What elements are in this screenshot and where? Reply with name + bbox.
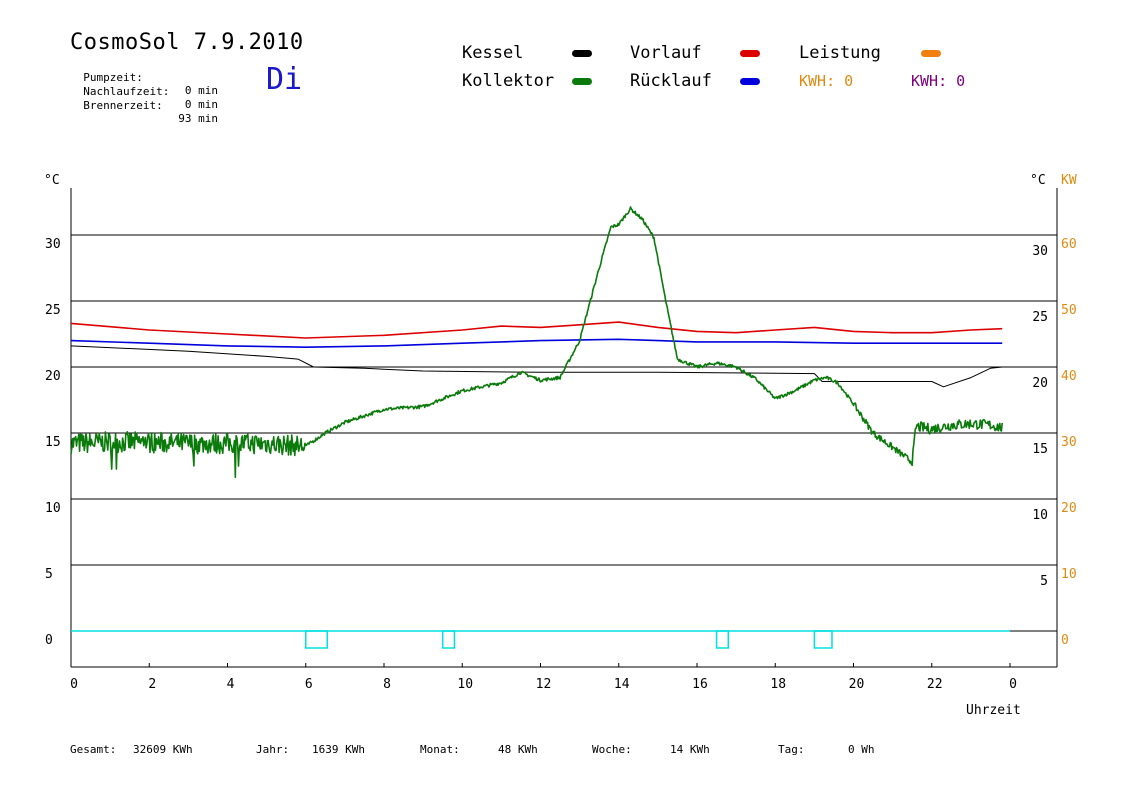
tag-value: 0 Wh <box>848 743 875 756</box>
pumpzeit-label: Pumpzeit: <box>83 71 143 84</box>
kw-tick-20: 20 <box>1061 501 1077 516</box>
nachlaufzeit-label: Nachlaufzeit: <box>83 85 170 98</box>
y-tick-left-30: 30 <box>45 237 61 252</box>
right-axis-unit: °C <box>1030 173 1046 188</box>
gesamt-label: Gesamt: <box>70 743 117 756</box>
y-tick-right-5: 5 <box>1040 574 1048 589</box>
kw-tick-50: 50 <box>1061 303 1077 318</box>
legend-vorlauf-label: Vorlauf <box>630 43 702 63</box>
legend-kollektor-swatch <box>572 78 592 85</box>
x-tick-label-8: 16 <box>692 677 708 692</box>
y-tick-right-25: 25 <box>1032 310 1048 325</box>
legend-ruecklauf-label: Rücklauf <box>630 71 712 91</box>
pumpzeit-row: Pumpzeit: 0 min <box>70 58 218 97</box>
jahr-label: Jahr: <box>256 743 290 756</box>
nachlaufzeit-row: Nachlaufzeit: 0 min <box>70 72 218 111</box>
monat-value: 48 KWh <box>498 743 538 756</box>
legend-kessel-label: Kessel <box>462 43 524 63</box>
kw-tick-0: 0 <box>1061 633 1069 648</box>
kw-tick-10: 10 <box>1061 567 1077 582</box>
x-tick-label-5: 10 <box>457 677 473 692</box>
y-tick-left-5: 5 <box>45 567 53 582</box>
y-tick-left-15: 15 <box>45 435 61 450</box>
x-tick-label-6: 12 <box>536 677 552 692</box>
kw-axis-unit: KW <box>1061 173 1077 188</box>
y-tick-left-10: 10 <box>45 501 61 516</box>
x-tick-label-2: 4 <box>227 677 235 692</box>
weekday-label: Di <box>266 62 303 97</box>
brennerzeit-label: Brennerzeit: <box>83 99 163 112</box>
x-tick-label-4: 8 <box>383 677 391 692</box>
legend-leistung-label: Leistung <box>799 43 881 63</box>
x-tick-label-7: 14 <box>614 677 630 692</box>
x-tick-label-1: 2 <box>148 677 156 692</box>
pump-interval-2 <box>715 630 730 649</box>
x-tick-label-0: 0 <box>70 677 78 692</box>
x-tick-label-9: 18 <box>770 677 786 692</box>
gesamt-value: 32609 KWh <box>133 743 193 756</box>
monat-label: Monat: <box>420 743 460 756</box>
pump-interval-0 <box>305 630 329 649</box>
pumpzeit-value: 0 min <box>184 84 218 97</box>
jahr-value: 1639 KWh <box>312 743 365 756</box>
kwh-purple-value: KWH: 0 <box>911 72 966 90</box>
tag-label: Tag: <box>778 743 805 756</box>
x-tick-label-12: 0 <box>1009 677 1017 692</box>
y-tick-right-10: 10 <box>1032 508 1048 523</box>
x-axis-label: Uhrzeit <box>966 703 1021 718</box>
kw-tick-60: 60 <box>1061 237 1077 252</box>
series-kollektor-line <box>70 206 1003 479</box>
y-tick-left-0: 0 <box>45 633 53 648</box>
kwh-leistung-value: KWH: 0 <box>799 72 854 90</box>
series-rcklauf-line <box>70 338 1003 349</box>
legend-kessel-swatch <box>572 50 592 57</box>
nachlaufzeit-value: 0 min <box>184 98 218 111</box>
legend-ruecklauf-swatch <box>740 78 760 85</box>
kw-tick-30: 30 <box>1061 435 1077 450</box>
brennerzeit-value: 93 min <box>178 112 218 125</box>
kw-tick-40: 40 <box>1061 369 1077 384</box>
left-axis-unit: °C <box>44 173 60 188</box>
legend-leistung-swatch <box>921 50 941 57</box>
legend-vorlauf-swatch <box>740 50 760 57</box>
pump-interval-1 <box>441 630 456 649</box>
x-tick-label-3: 6 <box>305 677 313 692</box>
series-vorlauf-line <box>70 321 1003 339</box>
y-tick-right-20: 20 <box>1032 376 1048 391</box>
legend-kollektor-label: Kollektor <box>462 71 555 91</box>
woche-label: Woche: <box>592 743 632 756</box>
y-tick-left-20: 20 <box>45 369 61 384</box>
woche-value: 14 KWh <box>670 743 710 756</box>
chart-title: CosmoSol 7.9.2010 <box>70 30 304 55</box>
x-tick-label-11: 22 <box>927 677 943 692</box>
brennerzeit-row: Brennerzeit: 93 min <box>70 86 218 125</box>
pump-interval-3 <box>813 630 833 649</box>
y-tick-left-25: 25 <box>45 303 61 318</box>
series-kessel-line <box>70 345 1003 388</box>
y-tick-right-30: 30 <box>1032 244 1048 259</box>
x-tick-label-10: 20 <box>849 677 865 692</box>
y-tick-right-15: 15 <box>1032 442 1048 457</box>
